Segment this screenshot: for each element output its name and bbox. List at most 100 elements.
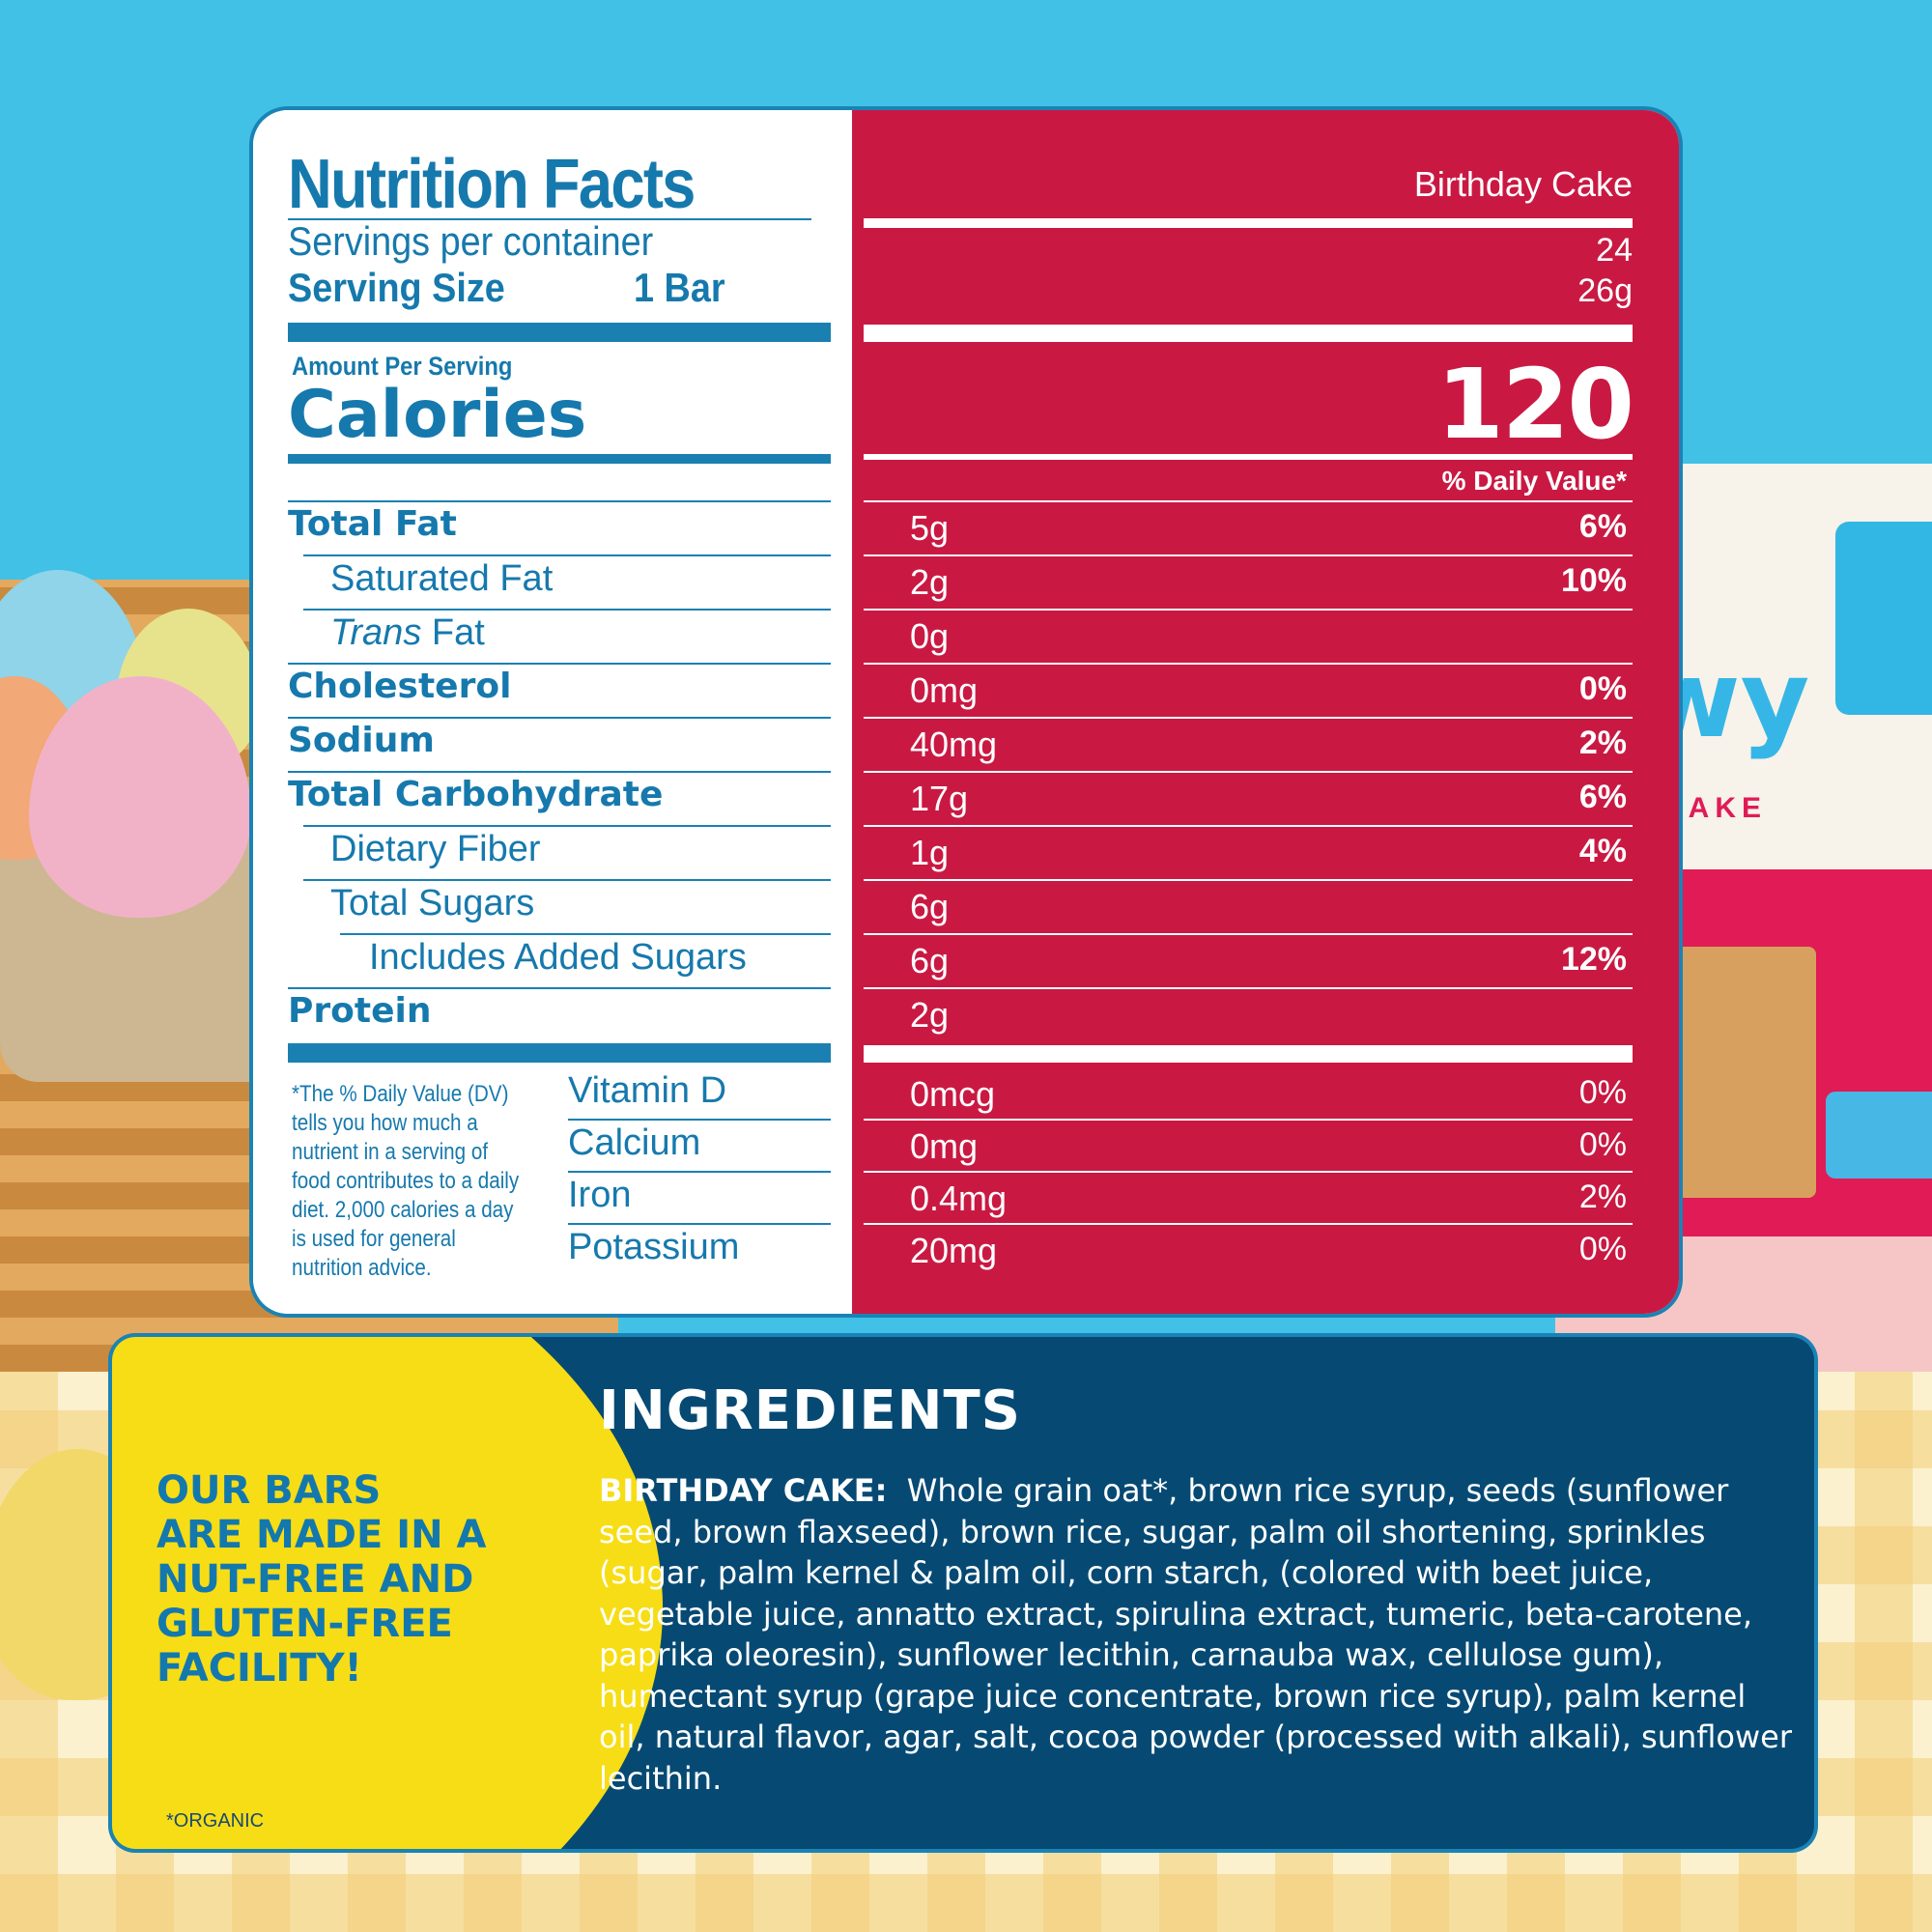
background-egg <box>29 676 251 918</box>
divider <box>864 879 1633 881</box>
total-fat-label: Total Fat <box>288 504 457 544</box>
divider <box>303 825 831 827</box>
nutrition-labels-column: Nutrition Facts Servings per container S… <box>253 110 852 1314</box>
product-allergy-badge-shape <box>1826 1092 1932 1179</box>
calcium-label: Calcium <box>568 1122 701 1163</box>
divider <box>864 218 1633 228</box>
sodium-dv: 2% <box>1578 724 1627 761</box>
serving-size-grams: 26g <box>1577 272 1633 309</box>
ingredients-panel: OUR BARS ARE MADE IN A NUT-FREE AND GLUT… <box>112 1337 1814 1849</box>
divider <box>303 879 831 881</box>
total-sugars-label: Total Sugars <box>330 883 535 923</box>
ingredients-list: Whole grain oat*, brown rice syrup, seed… <box>599 1472 1792 1797</box>
daily-value-header: % Daily Value* <box>1441 466 1627 496</box>
sodium-amount: 40mg <box>910 724 998 764</box>
divider <box>864 500 1633 502</box>
potassium-label: Potassium <box>568 1227 740 1267</box>
nutrition-values-column: Birthday Cake 24 26g 120 % Daily Value* … <box>852 110 1679 1314</box>
sodium-label: Sodium <box>288 721 435 760</box>
total-carbohydrate-amount: 17g <box>910 779 969 818</box>
saturated-fat-label: Saturated Fat <box>330 558 554 599</box>
flavor-name: Birthday Cake <box>1413 164 1633 204</box>
facility-note-line: NUT-FREE AND <box>156 1557 474 1602</box>
cholesterol-amount: 0mg <box>910 670 979 710</box>
total-fat-amount: 5g <box>910 508 950 548</box>
divider <box>288 663 831 665</box>
divider <box>864 771 1633 773</box>
divider <box>288 500 831 502</box>
thick-divider <box>864 1045 1633 1063</box>
ingredients-flavor-label: BIRTHDAY CAKE: <box>599 1472 888 1509</box>
divider <box>864 554 1633 556</box>
medium-divider <box>864 454 1633 460</box>
organic-footnote: *ORGANIC <box>166 1810 265 1832</box>
nutrition-facts-card: Nutrition Facts Servings per container S… <box>253 110 1679 1314</box>
potassium-amount: 20mg <box>910 1231 998 1270</box>
divider <box>864 1119 1633 1121</box>
vitamin-d-label: Vitamin D <box>568 1070 727 1111</box>
divider <box>303 609 831 611</box>
dietary-fiber-dv: 4% <box>1578 833 1627 869</box>
divider <box>340 933 831 935</box>
nutrition-title: Nutrition Facts <box>288 146 696 223</box>
divider <box>864 1171 1633 1173</box>
added-sugars-amount: 6g <box>910 941 950 980</box>
serving-size-value: 1 Bar <box>634 265 725 310</box>
divider <box>303 554 831 556</box>
facility-note-line: FACILITY! <box>156 1646 362 1690</box>
facility-note-line: OUR BARS <box>156 1468 382 1513</box>
divider <box>568 1119 831 1121</box>
vitamin-d-amount: 0mcg <box>910 1074 996 1114</box>
iron-amount: 0.4mg <box>910 1179 1008 1218</box>
total-fat-dv: 6% <box>1578 508 1627 545</box>
serving-size-label: Serving Size <box>288 265 505 310</box>
divider <box>288 717 831 719</box>
divider <box>864 1223 1633 1225</box>
thick-divider <box>864 325 1633 342</box>
calcium-dv: 0% <box>1578 1126 1627 1163</box>
divider <box>288 987 831 989</box>
trans-fat-italic: Trans <box>330 612 422 653</box>
divider <box>864 717 1633 719</box>
potassium-dv: 0% <box>1578 1231 1627 1267</box>
product-badge-shape <box>1835 522 1932 715</box>
divider <box>288 218 811 220</box>
saturated-fat-dv: 10% <box>1560 562 1627 599</box>
product-bar-image <box>1662 947 1816 1198</box>
protein-label: Protein <box>288 991 432 1031</box>
facility-note: OUR BARS ARE MADE IN A NUT-FREE AND GLUT… <box>156 1468 486 1690</box>
total-carbohydrate-label: Total Carbohydrate <box>288 775 664 814</box>
saturated-fat-amount: 2g <box>910 562 950 602</box>
vitamin-d-dv: 0% <box>1578 1074 1627 1111</box>
facility-note-line: ARE MADE IN A <box>156 1513 487 1557</box>
added-sugars-label: Includes Added Sugars <box>369 937 747 978</box>
facility-note-circle <box>112 1337 663 1849</box>
added-sugars-dv: 12% <box>1560 941 1627 978</box>
divider <box>568 1171 831 1173</box>
servings-value: 24 <box>1596 232 1633 269</box>
background-product-box: wy CAKE <box>1633 464 1932 1236</box>
total-carbohydrate-dv: 6% <box>1578 779 1627 815</box>
cholesterol-label: Cholesterol <box>288 667 512 706</box>
dietary-fiber-label: Dietary Fiber <box>330 829 541 869</box>
total-sugars-amount: 6g <box>910 887 950 926</box>
trans-fat-suffix: Fat <box>421 612 485 653</box>
servings-per-container-label: Servings per container <box>288 218 654 264</box>
divider <box>864 825 1633 827</box>
calories-value: 120 <box>1436 348 1634 461</box>
divider <box>288 771 831 773</box>
divider <box>864 987 1633 989</box>
divider <box>864 609 1633 611</box>
cholesterol-dv: 0% <box>1578 670 1627 707</box>
divider <box>568 1223 831 1225</box>
facility-note-line: GLUTEN-FREE <box>156 1602 453 1646</box>
iron-dv: 2% <box>1578 1179 1627 1215</box>
daily-value-footnote: *The % Daily Value (DV) tells you how mu… <box>292 1081 520 1281</box>
iron-label: Iron <box>568 1175 632 1215</box>
calories-label: Calories <box>288 377 587 453</box>
amount-per-serving-label: Amount Per Serving <box>292 352 513 381</box>
calcium-amount: 0mg <box>910 1126 979 1166</box>
dietary-fiber-amount: 1g <box>910 833 950 872</box>
ingredients-title: INGREDIENTS <box>599 1379 1022 1442</box>
ingredients-text: BIRTHDAY CAKE: Whole grain oat*, brown r… <box>599 1470 1797 1799</box>
